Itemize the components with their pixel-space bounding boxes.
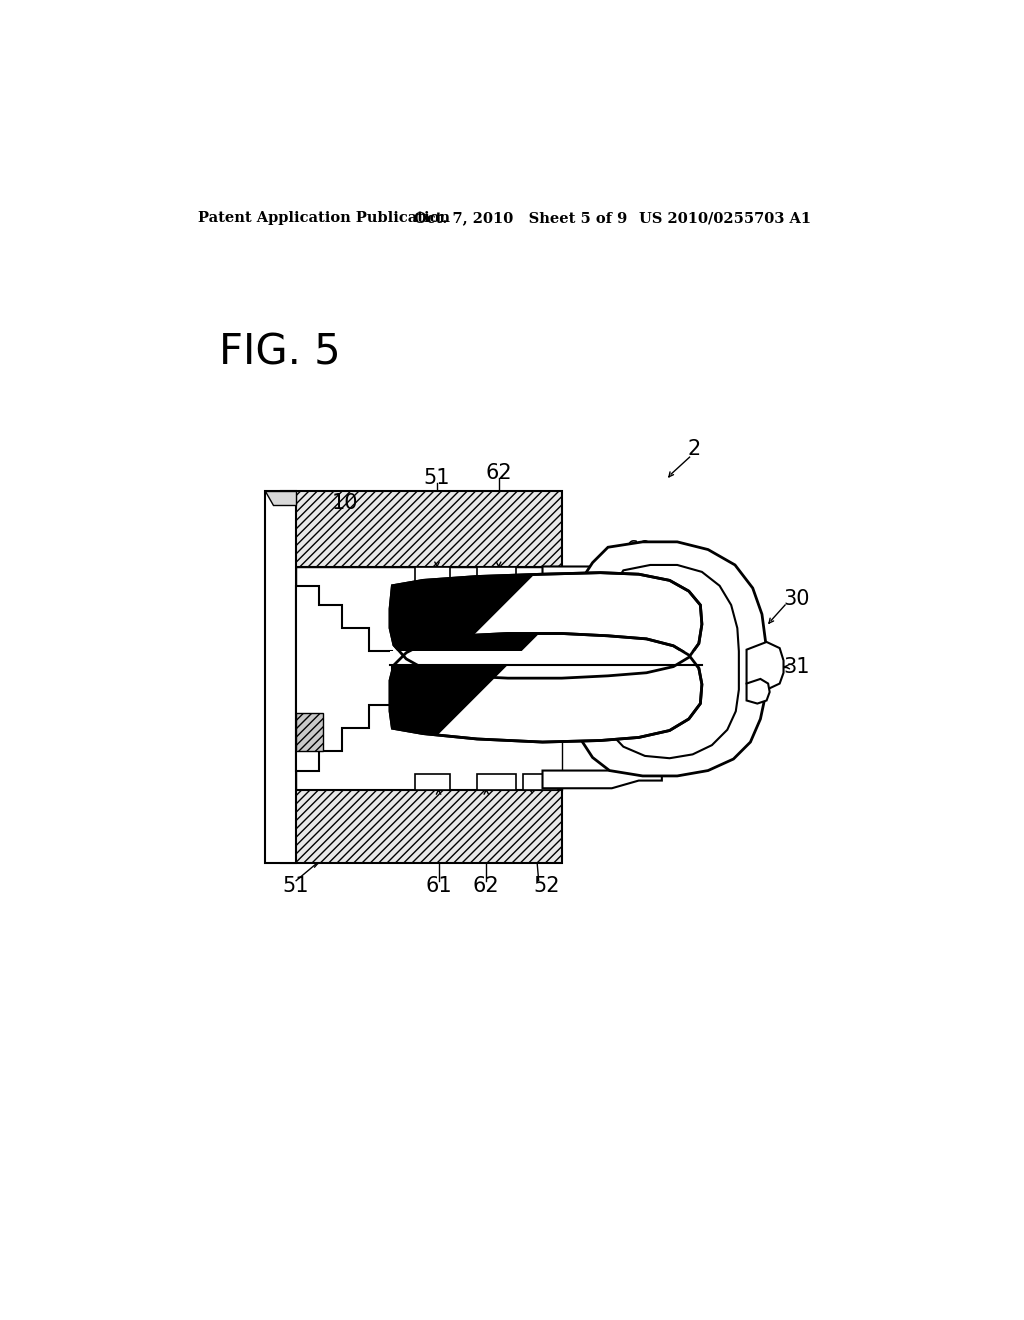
Text: 52: 52 <box>534 876 559 896</box>
Text: 30: 30 <box>783 589 810 609</box>
Text: US 2010/0255703 A1: US 2010/0255703 A1 <box>639 211 811 226</box>
Polygon shape <box>296 586 392 771</box>
Text: 31: 31 <box>783 656 810 677</box>
Polygon shape <box>523 775 558 789</box>
Text: 60: 60 <box>626 540 652 560</box>
Text: 51: 51 <box>283 876 309 896</box>
Polygon shape <box>265 491 296 863</box>
Polygon shape <box>746 642 783 689</box>
Polygon shape <box>265 491 296 506</box>
Polygon shape <box>281 491 562 566</box>
Text: 51: 51 <box>424 469 451 488</box>
Polygon shape <box>543 764 662 788</box>
Text: Oct. 7, 2010   Sheet 5 of 9: Oct. 7, 2010 Sheet 5 of 9 <box>414 211 627 226</box>
Polygon shape <box>543 566 662 590</box>
Text: 62: 62 <box>473 876 500 896</box>
Polygon shape <box>416 775 451 789</box>
Polygon shape <box>416 566 451 582</box>
Polygon shape <box>281 789 562 863</box>
Polygon shape <box>746 678 770 704</box>
Polygon shape <box>390 573 701 678</box>
Polygon shape <box>477 566 515 583</box>
Text: 62: 62 <box>485 462 512 483</box>
Polygon shape <box>296 713 323 751</box>
Polygon shape <box>390 634 701 742</box>
Polygon shape <box>296 566 562 789</box>
Text: 10: 10 <box>332 494 357 513</box>
Polygon shape <box>390 651 701 664</box>
Text: 61: 61 <box>425 876 452 896</box>
Text: Patent Application Publication: Patent Application Publication <box>199 211 451 226</box>
Text: FIG. 5: FIG. 5 <box>219 331 341 374</box>
Polygon shape <box>571 543 766 776</box>
Polygon shape <box>596 565 739 758</box>
Text: 2: 2 <box>687 440 700 459</box>
Polygon shape <box>477 775 515 789</box>
